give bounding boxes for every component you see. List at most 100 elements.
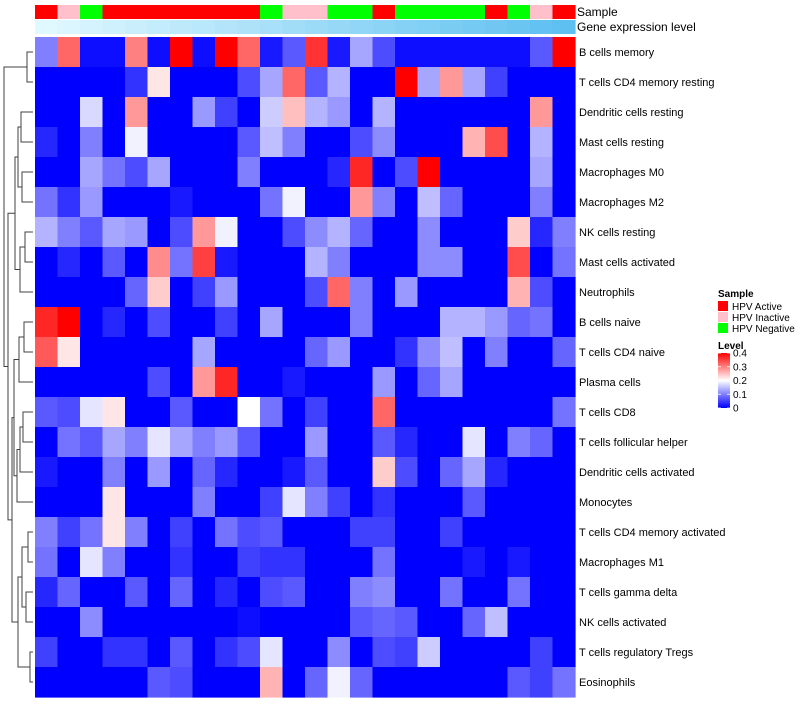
- heatmap-cell: [102, 337, 126, 368]
- heatmap-cell: [417, 457, 441, 488]
- heatmap-cell: [80, 487, 104, 518]
- heatmap-cell: [57, 157, 81, 188]
- heatmap-cell: [147, 187, 171, 218]
- sample-annotation-cell: [192, 5, 216, 19]
- dendrogram-link: [19, 246, 33, 293]
- sample-annotation-cell: [440, 5, 464, 19]
- heatmap-cell: [237, 577, 261, 608]
- heatmap-cell: [102, 307, 126, 338]
- expression-annotation-cell: [80, 20, 104, 34]
- heatmap-cell: [170, 187, 194, 218]
- heatmap-cell: [462, 667, 486, 698]
- heatmap-cell: [215, 517, 239, 548]
- heatmap-cell: [530, 37, 554, 68]
- dendrogram-link: [11, 417, 18, 623]
- heatmap-cell: [417, 97, 441, 128]
- heatmap-cell: [372, 307, 396, 338]
- heatmap-cell: [440, 577, 464, 608]
- heatmap-cell: [507, 247, 531, 278]
- heatmap-cell: [80, 157, 104, 188]
- heatmap-cell: [192, 367, 216, 398]
- heatmap-cell: [57, 397, 81, 428]
- heatmap-cell: [57, 457, 81, 488]
- heatmap-cell: [552, 337, 576, 368]
- heatmap-cell: [80, 577, 104, 608]
- heatmap-cell: [462, 37, 486, 68]
- heatmap-cell: [102, 97, 126, 128]
- legend-swatch: [718, 312, 728, 322]
- heatmap-cell: [485, 67, 509, 98]
- heatmap-cell: [147, 127, 171, 158]
- heatmap-cell: [215, 37, 239, 68]
- heatmap-cell: [507, 487, 531, 518]
- row-label: T cells CD8: [579, 407, 636, 419]
- heatmap-cell: [237, 247, 261, 278]
- heatmap-cell: [57, 217, 81, 248]
- heatmap-cell: [170, 427, 194, 458]
- heatmap-cell: [372, 367, 396, 398]
- row-label: Macrophages M0: [579, 167, 664, 179]
- heatmap-cell: [485, 637, 509, 668]
- heatmap-cell: [237, 427, 261, 458]
- row-label: Mast cells resting: [579, 137, 664, 149]
- heatmap-cell: [552, 547, 576, 578]
- heatmap-cell: [350, 157, 374, 188]
- heatmap-cell: [260, 547, 284, 578]
- heatmap-cell: [35, 37, 59, 68]
- heatmap-cell: [170, 157, 194, 188]
- heatmap-cell: [417, 607, 441, 638]
- heatmap-cell: [215, 217, 239, 248]
- heatmap-cell: [147, 307, 171, 338]
- row-label: Macrophages M2: [579, 197, 664, 209]
- heatmap-cell: [282, 487, 306, 518]
- heatmap-cell: [305, 517, 329, 548]
- heatmap-cell: [192, 637, 216, 668]
- heatmap-cell: [35, 667, 59, 698]
- heatmap-cell: [125, 397, 149, 428]
- heatmap-cell: [530, 517, 554, 548]
- heatmap-cell: [462, 367, 486, 398]
- heatmap-cell: [552, 517, 576, 548]
- heatmap-cell: [57, 97, 81, 128]
- heatmap-cell: [237, 367, 261, 398]
- heatmap-cell: [462, 337, 486, 368]
- heatmap-cell: [215, 97, 239, 128]
- expression-annotation-cell: [327, 20, 351, 34]
- heatmap-cell: [552, 457, 576, 488]
- sample-annotation-cell: [170, 5, 194, 19]
- expression-annotation-cell: [372, 20, 396, 34]
- heatmap-cell: [35, 397, 59, 428]
- heatmap-cells: [35, 37, 576, 698]
- legend-tick-label: 0.1: [733, 390, 747, 401]
- heatmap-cell: [350, 547, 374, 578]
- heatmap-cell: [237, 157, 261, 188]
- heatmap-cell: [102, 217, 126, 248]
- heatmap-cell: [305, 67, 329, 98]
- heatmap-cell: [35, 157, 59, 188]
- expression-annotation-cell: [147, 20, 171, 34]
- heatmap-cell: [417, 127, 441, 158]
- heatmap-cell: [372, 217, 396, 248]
- heatmap-cell: [327, 487, 351, 518]
- heatmap-cell: [192, 97, 216, 128]
- heatmap-cell: [507, 97, 531, 128]
- heatmap-cell: [305, 577, 329, 608]
- heatmap-cell: [35, 187, 59, 218]
- heatmap-cell: [170, 367, 194, 398]
- heatmap-cell: [440, 97, 464, 128]
- heatmap-cell: [305, 427, 329, 458]
- heatmap-cell: [237, 307, 261, 338]
- heatmap-cell: [395, 607, 419, 638]
- heatmap-cell: [57, 577, 81, 608]
- heatmap-cell: [35, 577, 59, 608]
- heatmap-cell: [237, 127, 261, 158]
- heatmap-cell: [260, 187, 284, 218]
- row-label: Monocytes: [579, 497, 633, 509]
- expression-annotation-track: [35, 20, 576, 34]
- heatmap-cell: [215, 637, 239, 668]
- heatmap-cell: [350, 577, 374, 608]
- heatmap-cell: [552, 427, 576, 458]
- heatmap-cell: [417, 547, 441, 578]
- heatmap-cell: [395, 307, 419, 338]
- sample-annotation-cell: [215, 5, 239, 19]
